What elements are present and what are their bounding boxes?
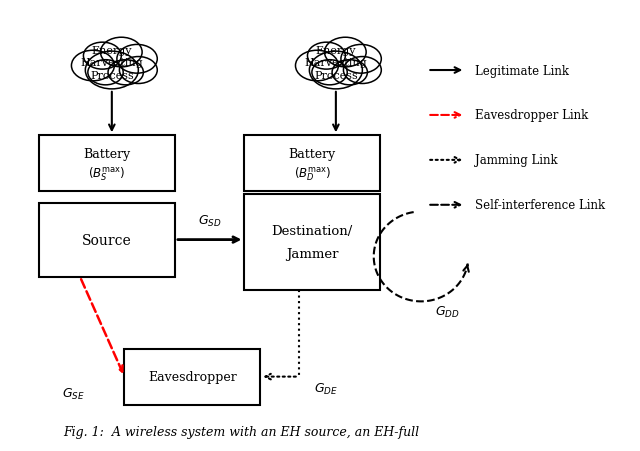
Text: Battery: Battery xyxy=(289,147,336,161)
Bar xyxy=(244,194,380,290)
Text: Process: Process xyxy=(314,71,358,81)
Bar xyxy=(244,136,380,192)
Text: Destination/: Destination/ xyxy=(271,225,353,238)
Circle shape xyxy=(307,43,346,70)
Circle shape xyxy=(332,60,367,86)
Text: $G_{SD}$: $G_{SD}$ xyxy=(198,214,221,229)
Text: Energy: Energy xyxy=(92,46,132,55)
Text: Harvesting: Harvesting xyxy=(305,58,367,68)
Circle shape xyxy=(309,52,362,90)
Text: Eavesdropper Link: Eavesdropper Link xyxy=(475,109,588,122)
Circle shape xyxy=(324,38,366,68)
Text: $G_{SE}$: $G_{SE}$ xyxy=(62,386,85,401)
Text: Jammer: Jammer xyxy=(286,247,339,260)
Text: Process: Process xyxy=(90,71,134,81)
Circle shape xyxy=(296,51,339,82)
Circle shape xyxy=(312,60,348,86)
Text: $(B_S^{\rm max})$: $(B_S^{\rm max})$ xyxy=(88,165,126,183)
Circle shape xyxy=(117,45,157,74)
Bar xyxy=(39,203,175,277)
Circle shape xyxy=(341,45,381,74)
Text: Energy: Energy xyxy=(316,46,356,55)
Text: Self-interference Link: Self-interference Link xyxy=(475,199,605,212)
Circle shape xyxy=(100,38,142,68)
Circle shape xyxy=(120,57,157,84)
Text: $G_{DD}$: $G_{DD}$ xyxy=(435,304,460,319)
Circle shape xyxy=(108,60,143,86)
Text: Harvesting: Harvesting xyxy=(81,58,143,68)
Text: Jamming Link: Jamming Link xyxy=(475,154,557,167)
Text: Fig. 1:  A wireless system with an EH source, an EH-full: Fig. 1: A wireless system with an EH sou… xyxy=(63,425,419,438)
Text: Legitimate Link: Legitimate Link xyxy=(475,64,569,78)
Bar xyxy=(39,136,175,192)
Bar xyxy=(124,349,260,405)
Circle shape xyxy=(85,52,138,90)
Circle shape xyxy=(83,43,122,70)
Circle shape xyxy=(344,57,381,84)
Text: $G_{DE}$: $G_{DE}$ xyxy=(314,381,339,396)
Circle shape xyxy=(72,51,115,82)
Text: Battery: Battery xyxy=(83,147,131,161)
Text: Eavesdropper: Eavesdropper xyxy=(148,370,237,383)
Text: Source: Source xyxy=(82,233,132,247)
Text: $(B_D^{\rm max})$: $(B_D^{\rm max})$ xyxy=(294,165,331,183)
Circle shape xyxy=(88,60,123,86)
